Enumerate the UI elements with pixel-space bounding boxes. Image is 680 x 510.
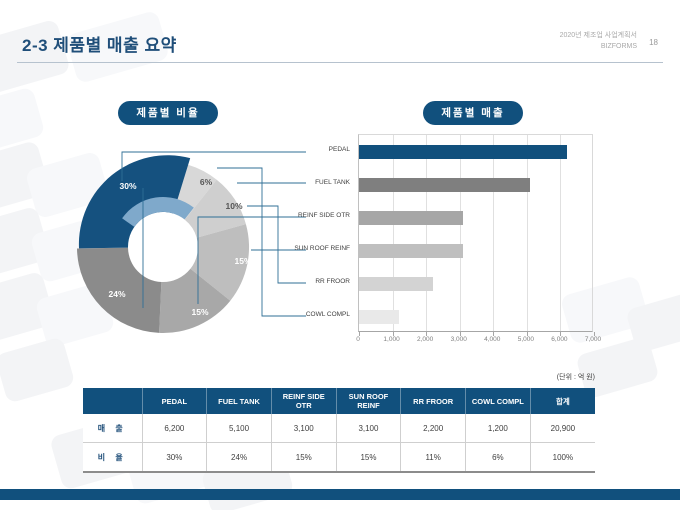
cell-sales-pedal: 6,200 xyxy=(142,414,208,443)
table-header-row: PEDAL FUEL TANK REINF SIDE OTR SUN ROOF … xyxy=(83,388,595,414)
x-axis-tickmark xyxy=(392,332,394,336)
table-header-total: 합계 xyxy=(530,388,595,414)
cell-ratio-pedal: 30% xyxy=(142,442,208,473)
bar-fuel-tank xyxy=(359,177,531,192)
leader-line-pedal xyxy=(121,151,306,181)
table-row-ratio: 비 율 30% 24% 15% 15% 11% 6% 100% xyxy=(83,442,595,473)
leader-line-reinf-side-otr xyxy=(197,216,306,304)
cell-ratio-rr-froor: 11% xyxy=(400,442,467,473)
page-title: 2-3 제품별 매출 요약 xyxy=(22,36,177,55)
x-axis-tickmark xyxy=(493,332,495,336)
donut-slice-sun-roof-reinf xyxy=(190,224,250,301)
header-divider xyxy=(17,62,663,63)
bar-category-label-reinf-side-otr: REINF SIDE OTR xyxy=(297,211,350,219)
table-header-sun-roof-reinf: SUN ROOF REINF xyxy=(336,388,402,414)
table-header-fuel-tank: FUEL TANK xyxy=(206,388,272,414)
table-header-reinf-side-otr: REINF SIDE OTR xyxy=(271,388,337,414)
cell-ratio-cowl-compl: 6% xyxy=(465,442,531,473)
x-axis-tick: 0 xyxy=(356,336,360,343)
sales-table: PEDAL FUEL TANK REINF SIDE OTR SUN ROOF … xyxy=(83,388,595,473)
x-axis-tick: 6,000 xyxy=(551,336,568,343)
header-meta-line2: BIZFORMS xyxy=(600,43,637,50)
x-axis-tickmark xyxy=(426,332,428,336)
x-axis-tickmark xyxy=(526,332,528,336)
cell-sales-sun-roof-reinf: 3,100 xyxy=(336,414,402,443)
x-axis-tick: 5,000 xyxy=(517,336,534,343)
donut-slice-fuel-tank xyxy=(77,247,162,333)
unit-note: (단위 : 억 원) xyxy=(556,374,595,381)
donut-label-reinf-side-otr: 15% xyxy=(191,307,208,317)
bar-x-axis: 0 1,000 2,000 3,000 4,000 5,000 6,000 7,000 xyxy=(356,336,601,346)
footer-bar xyxy=(0,489,680,500)
cell-sales-rr-froor: 2,200 xyxy=(400,414,467,443)
x-axis-tick: 3,000 xyxy=(450,336,467,343)
donut-slice-reinf-side-otr xyxy=(159,268,231,333)
donut-label-pedal: 30% xyxy=(119,181,136,191)
donut-label-cowl-compl: 6% xyxy=(200,177,213,187)
donut-label-sun-roof-reinf: 15% xyxy=(234,256,251,266)
table-header-cowl-compl: COWL COMPL xyxy=(465,388,531,414)
bar-section-title: 제품별 매출 xyxy=(423,101,523,125)
bar-category-label-fuel-tank: FUEL TANK xyxy=(315,178,350,186)
bar-pedal xyxy=(359,144,568,159)
cell-sales-fuel-tank: 5,100 xyxy=(206,414,272,443)
table-header-rr-froor: RR FROOR xyxy=(400,388,467,414)
cell-sales-total: 20,900 xyxy=(530,414,595,443)
x-axis-tickmark xyxy=(359,332,360,336)
cell-ratio-reinf-side-otr: 15% xyxy=(271,442,337,473)
gridline xyxy=(493,135,495,331)
x-axis-tickmark xyxy=(459,332,461,336)
leader-line-fuel-tank xyxy=(142,182,306,308)
x-axis-tick: 7,000 xyxy=(584,336,602,343)
gridline xyxy=(526,135,528,331)
page-number: 18 xyxy=(649,38,658,47)
bar-category-label-rr-froor: RR FROOR xyxy=(315,277,350,285)
bar-plot-area xyxy=(358,134,595,336)
leader-line-cowl-compl xyxy=(217,167,306,317)
row-label-ratio: 비 율 xyxy=(83,442,143,473)
cell-ratio-total: 100% xyxy=(530,442,595,473)
bar-category-label-cowl-compl: COWL COMPL xyxy=(305,310,350,318)
cell-ratio-sun-roof-reinf: 15% xyxy=(336,442,402,473)
donut-slice-rr-froor xyxy=(184,179,246,238)
bar-category-label-pedal: PEDAL xyxy=(328,145,350,153)
bar-cowl-compl xyxy=(359,309,400,324)
table-row-sales: 매 출 6,200 5,100 3,100 3,100 2,200 1,200 … xyxy=(83,414,595,443)
bar-category-label-sun-roof-reinf: SUN ROOF REINF xyxy=(294,244,350,252)
header-meta: 2020년 제조업 사업계획서 BIZFORMS xyxy=(560,30,637,52)
cell-ratio-fuel-tank: 24% xyxy=(206,442,272,473)
table-header-pedal: PEDAL xyxy=(142,388,208,414)
cell-sales-cowl-compl: 1,200 xyxy=(465,414,531,443)
x-axis-tickmark xyxy=(594,332,595,336)
x-axis-tickmark xyxy=(560,332,562,336)
donut-slice-pedal xyxy=(78,155,191,249)
table-header-blank xyxy=(83,388,143,414)
bar-rr-froor xyxy=(359,276,433,291)
x-axis-tick: 1,000 xyxy=(383,336,400,343)
x-axis-tick: 4,000 xyxy=(484,336,501,343)
donut-label-rr-froor: 10% xyxy=(225,201,242,211)
header-meta-line1: 2020년 제조업 사업계획서 xyxy=(559,32,637,39)
bar-sun-roof-reinf xyxy=(359,243,464,258)
donut-accent-arc xyxy=(122,197,194,227)
gridline xyxy=(560,135,562,331)
bar-reinf-side-otr xyxy=(359,210,464,225)
gridline xyxy=(459,135,461,331)
cell-sales-reinf-side-otr: 3,100 xyxy=(271,414,337,443)
gridline xyxy=(426,135,428,331)
gridline xyxy=(392,135,394,331)
donut-section-title: 제품별 비율 xyxy=(118,101,218,125)
leader-line-rr-froor xyxy=(247,205,306,284)
x-axis-tick: 2,000 xyxy=(417,336,434,343)
row-label-sales: 매 출 xyxy=(83,414,143,443)
donut-label-fuel-tank: 24% xyxy=(108,289,125,299)
